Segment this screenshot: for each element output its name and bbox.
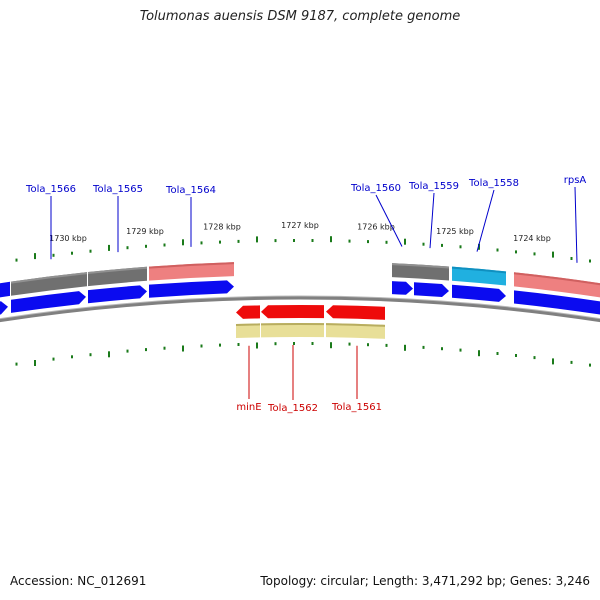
map-title: Tolumonas auensis DSM 9187, complete gen… — [139, 9, 461, 24]
gene-band-tola1565 — [87, 266, 148, 287]
cds-arrow-tola1560 — [392, 281, 413, 295]
cds-arrow-tola1558 — [452, 284, 506, 302]
label-leader — [574, 186, 578, 263]
gene-label-forward: Tola_1565 — [92, 184, 143, 195]
gene-label-reverse: Tola_1561 — [331, 402, 382, 413]
cds-arrow-tola1561 — [326, 305, 385, 320]
gene-label-reverse: minE — [236, 402, 261, 413]
gene-band-tola1559 — [451, 266, 507, 286]
cds-arrow-tola1559 — [414, 282, 449, 298]
label-leader — [429, 192, 435, 249]
gene-band-tola1564 — [148, 262, 235, 281]
scale-label: 1727 kbp — [281, 221, 319, 230]
cds-arrow-forward — [0, 301, 8, 315]
gene-band-tola1562 — [260, 323, 325, 338]
cds-arrow-tola1564 — [149, 280, 234, 298]
scale-label: 1725 kbp — [436, 227, 474, 236]
gene-band-tola1560 — [391, 263, 450, 281]
gene-label-reverse: Tola_1562 — [267, 403, 318, 414]
scale-label: 1730 kbp — [49, 234, 87, 243]
cds-arrow-minE — [236, 305, 260, 319]
label-leader — [476, 189, 495, 252]
accession-text: Accession: NC_012691 — [10, 574, 147, 588]
gene-label-forward: Tola_1558 — [468, 178, 519, 189]
gene-band-forward — [0, 281, 10, 298]
scale-label: 1729 kbp — [126, 227, 164, 236]
gene-label-forward: rpsA — [564, 175, 587, 186]
scale-label: 1726 kbp — [357, 222, 395, 231]
scale-label: 1724 kbp — [513, 234, 551, 243]
gene-label-forward: Tola_1564 — [165, 185, 216, 196]
cds-arrow-tola1566 — [11, 291, 86, 313]
gene-label-forward: Tola_1566 — [25, 184, 76, 195]
genome-summary-text: Topology: circular; Length: 3,471,292 bp… — [260, 574, 590, 588]
gene-band-tola1561 — [325, 323, 386, 339]
genome-backbone — [0, 296, 600, 323]
cds-arrow-tola1565 — [88, 285, 147, 304]
gene-label-forward: Tola_1560 — [350, 183, 401, 194]
gene-label-forward: Tola_1559 — [408, 181, 459, 192]
gene-band-minE — [235, 323, 261, 339]
cds-arrow-rpsA — [514, 290, 600, 315]
scale-label: 1728 kbp — [203, 223, 241, 232]
label-leader — [375, 194, 403, 247]
gene-band-rpsA — [513, 272, 600, 298]
gene-band-tola1566 — [10, 272, 88, 296]
cds-arrow-tola1562 — [261, 304, 324, 319]
